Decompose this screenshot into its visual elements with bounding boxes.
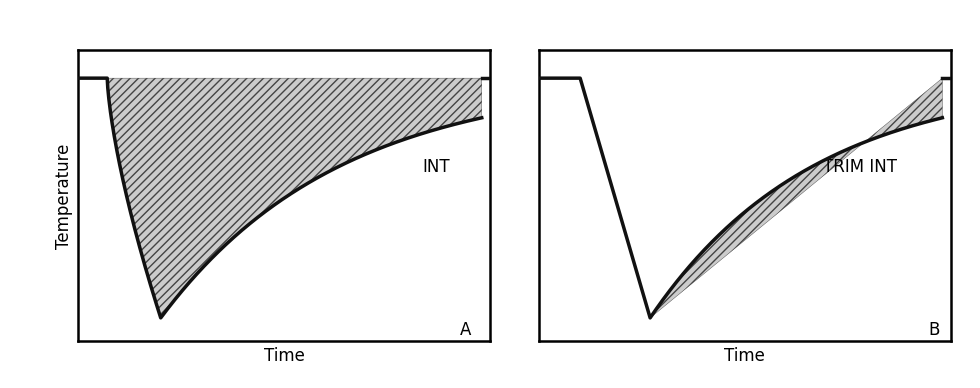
X-axis label: Time: Time — [724, 347, 765, 365]
X-axis label: Time: Time — [264, 347, 305, 365]
Text: TRIM INT: TRIM INT — [823, 158, 897, 176]
Polygon shape — [107, 78, 482, 318]
Polygon shape — [650, 78, 943, 318]
Text: INT: INT — [422, 158, 450, 176]
Text: A: A — [460, 321, 471, 339]
Y-axis label: Temperature: Temperature — [55, 143, 73, 249]
Text: B: B — [928, 321, 940, 339]
